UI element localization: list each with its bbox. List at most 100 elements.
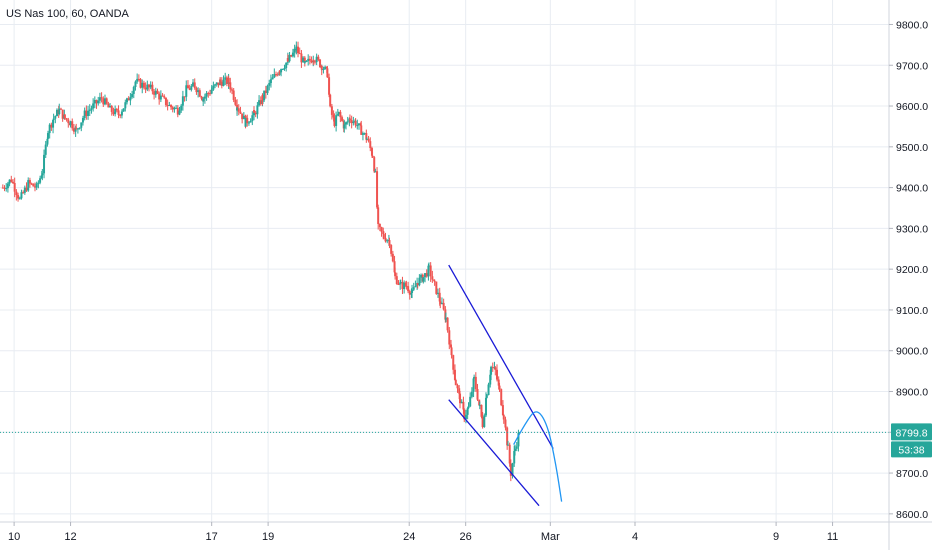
candle-body <box>446 317 449 331</box>
candle-body <box>185 85 188 97</box>
candle-body <box>444 317 447 320</box>
candle-body <box>460 401 463 404</box>
candle-body <box>431 276 434 280</box>
candle-body <box>354 120 357 126</box>
candle-body <box>58 108 61 115</box>
candle-body <box>208 93 211 95</box>
x-tick-label: Mar <box>541 531 560 543</box>
y-tick-label: 8600.0 <box>896 509 928 521</box>
candle-body <box>180 105 183 111</box>
candle-body <box>263 90 266 101</box>
candle-body <box>300 53 303 63</box>
candle-body <box>81 117 84 123</box>
candle-body <box>483 415 486 427</box>
candle-body <box>297 46 300 54</box>
candle-body <box>46 138 49 145</box>
candle-body <box>151 84 154 92</box>
candle-body <box>192 82 195 87</box>
candle-body <box>476 389 479 400</box>
candle-body <box>131 93 134 98</box>
candle-body <box>397 283 400 285</box>
candle-body <box>50 124 53 128</box>
candle-body <box>35 183 38 188</box>
candle-body <box>401 282 404 290</box>
candle-body <box>425 273 428 277</box>
candle-body <box>280 69 283 73</box>
candle-body <box>56 109 59 117</box>
candle-body <box>188 88 191 90</box>
candle-body <box>285 62 288 69</box>
candle-body <box>15 191 18 196</box>
candle-body <box>109 105 112 108</box>
candle-body <box>281 68 284 70</box>
candle-body <box>464 414 467 420</box>
candle-body <box>244 117 247 127</box>
countdown-badge <box>891 441 932 458</box>
candle-body <box>500 389 503 406</box>
candle-body <box>207 93 210 95</box>
price-badges-layer: 8799.8 53:38 <box>891 423 932 458</box>
candle-body <box>393 261 396 273</box>
candle-body <box>92 103 95 109</box>
candle-body <box>350 120 353 124</box>
candle-body <box>276 74 279 76</box>
y-tick-label: 9100.0 <box>896 305 928 317</box>
candle-body <box>198 90 201 97</box>
candle-body <box>332 114 335 118</box>
candle-body <box>163 96 166 98</box>
candle-body <box>359 123 362 126</box>
candle-body <box>52 120 55 128</box>
candle-body <box>63 114 66 119</box>
candle-body <box>453 369 456 380</box>
candle-body <box>186 85 189 89</box>
candle-body <box>52 118 55 121</box>
candle-body <box>489 374 492 385</box>
drawings-layer <box>0 264 889 507</box>
candle-body <box>76 128 79 130</box>
candle-body <box>203 96 206 99</box>
candle-body <box>469 396 472 407</box>
candle-body <box>75 127 78 129</box>
candle-body <box>126 98 128 103</box>
candle-body <box>374 171 377 173</box>
candle-body <box>462 401 465 410</box>
candle-body <box>433 279 436 281</box>
candle-body <box>83 110 86 118</box>
candle-body <box>427 265 430 277</box>
candle-body <box>337 111 340 115</box>
candle-body <box>298 53 301 55</box>
candle-body <box>249 121 252 123</box>
candle-body <box>463 409 466 420</box>
candle-body <box>408 291 411 295</box>
candle-body <box>410 293 413 295</box>
candle-body <box>261 95 264 101</box>
candle-body <box>328 77 331 95</box>
candle-body <box>448 330 451 345</box>
candle-body <box>144 87 147 90</box>
candle-body <box>93 100 96 104</box>
candle-body <box>115 108 118 111</box>
candle-body <box>437 292 440 294</box>
candle-body <box>438 292 441 302</box>
candle-body <box>129 97 132 101</box>
candle-body <box>69 121 72 126</box>
candle-body <box>136 78 139 82</box>
candle-body <box>44 144 47 155</box>
y-tick-label: 8700.0 <box>896 468 928 480</box>
candle-body <box>98 97 101 101</box>
y-tick-label: 9400.0 <box>896 183 928 195</box>
candle-body <box>30 183 33 185</box>
candle-body <box>170 105 173 108</box>
candle-body <box>444 309 447 320</box>
candle-body <box>232 90 235 100</box>
candle-body <box>382 234 385 238</box>
candle-body <box>258 100 261 106</box>
candle-body <box>27 180 30 191</box>
projected-path <box>513 411 563 502</box>
candle-body <box>361 133 364 135</box>
candle-body <box>472 378 475 392</box>
candle-body <box>273 74 276 78</box>
current-price-label: 8799.8 <box>895 427 927 439</box>
